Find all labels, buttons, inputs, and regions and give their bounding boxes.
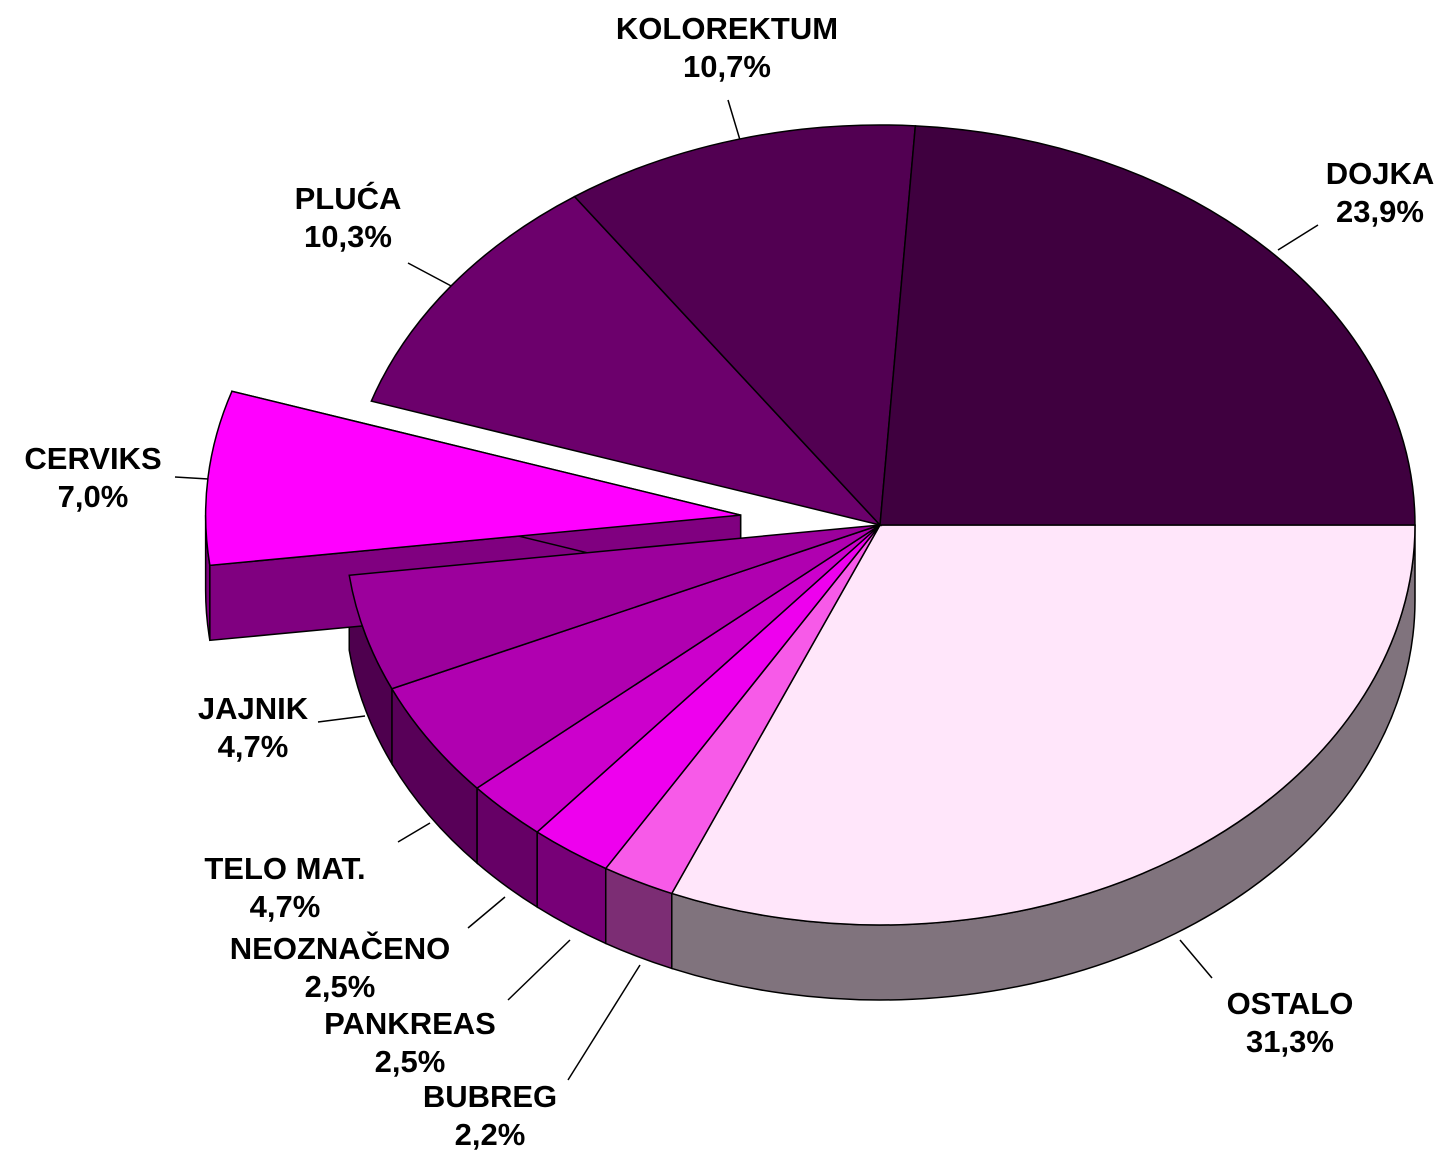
slice-label: KOLOREKTUM [616, 11, 838, 46]
slice [879, 125, 1416, 526]
leader-line [1179, 939, 1213, 979]
slice-label: JAJNIK [198, 691, 309, 726]
slice-label: BUBREG [423, 1079, 557, 1114]
leader-line [1277, 224, 1319, 251]
slice-label: TELO MAT. [204, 851, 365, 886]
leader-line [467, 896, 506, 929]
slice-value-label: 2,2% [455, 1117, 526, 1152]
slice-label: PLUĆA [295, 180, 402, 216]
slice-value-label: 4,7% [250, 889, 321, 924]
leader-line [407, 262, 456, 289]
slice-value-label: 4,7% [218, 729, 289, 764]
slice-value-label: 10,3% [304, 219, 392, 254]
slice-value-label: 31,3% [1246, 1024, 1334, 1059]
slice-label: CERVIKS [24, 441, 161, 476]
leader-line [397, 822, 431, 843]
slice-label: OSTALO [1227, 986, 1354, 1021]
slice [670, 524, 1416, 926]
slice [370, 195, 883, 527]
slice [348, 524, 881, 690]
slice-value-label: 10,7% [683, 49, 771, 84]
slice-label: DOJKA [1326, 156, 1435, 191]
slice-value-label: 2,5% [305, 969, 376, 1004]
slice-value-label: 7,0% [58, 479, 129, 514]
leader-line [727, 99, 741, 141]
leader-line [507, 939, 571, 1001]
leader-line [567, 964, 641, 1081]
slice [204, 390, 741, 567]
slice-value-label: 23,9% [1336, 194, 1424, 229]
slice-label: NEOZNAČENO [230, 930, 450, 966]
slice [573, 124, 917, 527]
leader-line [317, 715, 366, 723]
pie-tops [204, 124, 1416, 926]
leader-lines [174, 99, 1319, 1081]
slice-label: PANKREAS [324, 1006, 496, 1041]
slice [390, 524, 881, 790]
slice-value-label: 2,5% [375, 1044, 446, 1079]
